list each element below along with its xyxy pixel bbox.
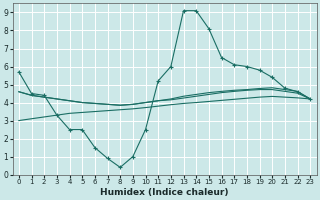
X-axis label: Humidex (Indice chaleur): Humidex (Indice chaleur) <box>100 188 229 197</box>
